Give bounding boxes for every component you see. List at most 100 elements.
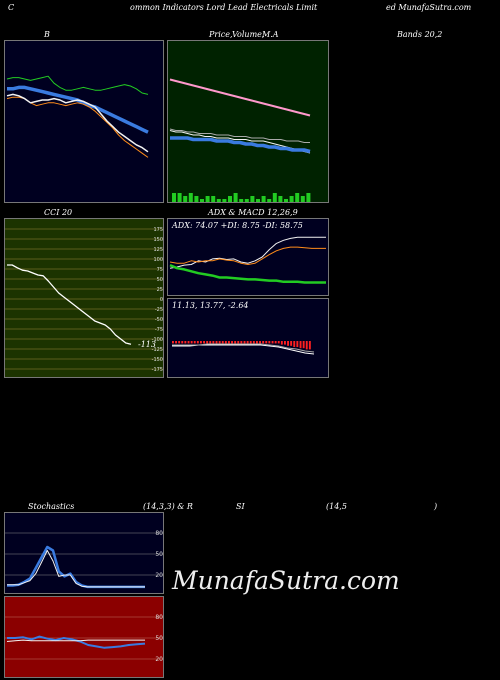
macd-histogram-bar: [259, 341, 261, 344]
macd-histogram-bar: [190, 341, 193, 344]
adx-series-white: [169, 236, 326, 269]
volume-bar: [222, 199, 227, 202]
volume-bar: [289, 196, 294, 202]
macd-histogram-bar: [212, 341, 215, 344]
label-rsi-params: (14,5: [326, 502, 347, 511]
header-part1: C: [8, 3, 15, 12]
cci-tick-label: 25: [157, 287, 163, 293]
macd-readout: 11.13, 13.77, -2.64: [172, 301, 249, 310]
macd-histogram-bar: [231, 341, 233, 344]
macd-histogram-bar: [284, 341, 286, 345]
stochastics-tick-label: 80: [155, 530, 163, 537]
cci-last-value: -113: [138, 340, 156, 349]
rsi-series-blue: [7, 635, 146, 649]
volume-bar: [295, 193, 300, 202]
macd-histogram-bar: [203, 341, 205, 344]
cci-chart: 175 150 125 100 75 50 25 0 -25 -50 -75 -100 -125 -150…: [5, 227, 163, 373]
macd-histogram-bar: [308, 341, 311, 350]
label-cci: CCI 20: [44, 208, 73, 217]
rsi-chart: 80 50 20: [5, 614, 163, 663]
cci-tick-label: -75: [155, 327, 163, 333]
rsi-tick-label: 80: [155, 614, 163, 621]
bands-series-orange: [6, 96, 149, 158]
price-panel: [167, 40, 329, 203]
label-stoch: Stochastics: [28, 502, 75, 511]
macd-histogram-bar: [280, 341, 283, 345]
adx-readout: ADX: 74.07 +DI: 8.75 -DI: 58.75: [172, 221, 303, 230]
cci-tick-label: -100: [152, 337, 163, 343]
volume-bar: [261, 196, 266, 202]
header-part2: ommon Indicators Lord Lead Electricals L…: [130, 3, 318, 12]
price-series-pink: [169, 78, 311, 117]
macd-histogram-bar: [224, 341, 227, 344]
label-price: Price,: [209, 30, 233, 39]
volume-bar: [278, 196, 283, 202]
adx-panel: ADX: 74.07 +DI: 8.75 -DI: 58.75: [167, 218, 329, 296]
stochastics-chart: 80 50 20: [5, 530, 163, 589]
cci-tick-label: -50: [155, 317, 163, 323]
label-ma: M.A: [262, 30, 279, 39]
macd-histogram-bar: [200, 341, 202, 344]
macd-histogram-bar: [246, 341, 249, 344]
volume-bar: [256, 199, 260, 202]
rsi-panel: 80 50 20: [4, 596, 164, 678]
label-stoch-params: (14,3,3) & R: [143, 502, 193, 511]
label-b: B: [44, 30, 50, 39]
macd-histogram-bar: [274, 341, 277, 344]
cci-tick-label: 175: [153, 227, 163, 233]
price-series-blue: [170, 136, 311, 154]
macd-histogram-bar: [290, 341, 293, 346]
macd-histogram-bar: [240, 341, 243, 344]
volume-bar: [272, 193, 277, 202]
volume-bar: [284, 199, 288, 202]
macd-histogram-bar: [296, 341, 299, 347]
macd-histogram-bar: [293, 341, 296, 347]
volume-bar: [300, 196, 305, 202]
volume-bar: [233, 193, 238, 202]
cci-tick-label: 100: [153, 257, 163, 263]
bands-series-green: [6, 75, 149, 95]
macd-histogram-bar: [243, 341, 246, 344]
rsi-tick-label: 20: [155, 656, 163, 663]
macd-line: [172, 344, 315, 355]
volume-bar: [216, 199, 221, 202]
label-bands: Bands 20,2: [397, 30, 443, 39]
macd-histogram-bar: [218, 341, 221, 344]
rsi-tick-label: 50: [155, 635, 163, 642]
macd-histogram-bar: [252, 341, 255, 344]
macd-histogram-bar: [172, 341, 174, 344]
cci-tick-label: -175: [152, 367, 163, 373]
bands-panel: [4, 40, 164, 203]
macd-panel: 11.13, 13.77, -2.64: [167, 298, 329, 378]
cci-tick-label: 125: [153, 247, 163, 253]
macd-histogram-bar: [277, 341, 280, 344]
volume-bar: [188, 193, 193, 202]
cci-panel: 175 150 125 100 75 50 25 0 -25 -50 -75 -100 -125 -150…: [4, 218, 164, 378]
volume-bar: [306, 193, 311, 202]
macd-chart: [172, 341, 315, 355]
volume-bar: [228, 196, 232, 202]
volume-bar: [244, 199, 249, 202]
volume-bar: [172, 193, 176, 202]
price-chart: [169, 78, 311, 202]
macd-histogram-bar: [237, 341, 240, 344]
header-part3: ed MunafaSutra.com: [386, 3, 472, 12]
macd-histogram-bar: [206, 341, 209, 344]
bands-chart: [6, 75, 149, 158]
macd-signal-line: [172, 343, 315, 353]
rsi-series-white: [6, 639, 145, 642]
bands-series-blue: [7, 85, 149, 134]
macd-histogram-bar: [302, 341, 305, 349]
volume-bar: [267, 199, 272, 202]
cci-tick-label: 150: [153, 237, 163, 243]
adx-chart: [169, 236, 326, 284]
label-volume: Volume,: [232, 30, 265, 39]
watermark: MunafaSutra.com: [172, 566, 400, 595]
macd-histogram-bar: [256, 341, 258, 344]
label-si: SI: [236, 502, 245, 511]
price-series-gray: [169, 128, 310, 143]
macd-histogram-bar: [234, 341, 237, 344]
cci-tick-label: -25: [155, 307, 163, 313]
volume-bar: [205, 196, 210, 202]
stochastics-panel: 80 50 20: [4, 512, 164, 594]
